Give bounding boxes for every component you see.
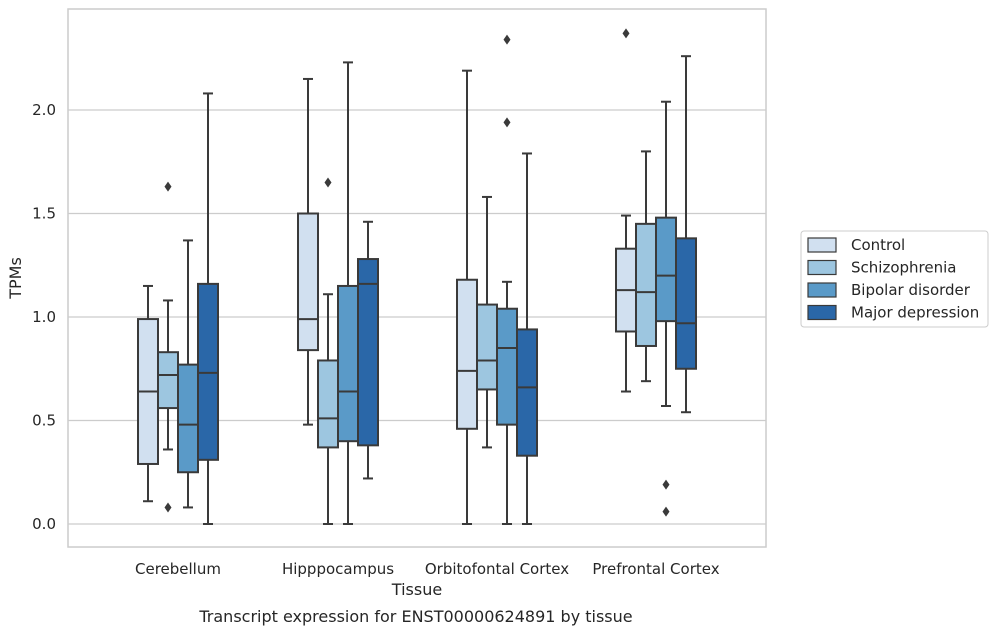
box-series — [137, 28, 697, 525]
box-body — [197, 282, 219, 461]
legend-frame — [800, 230, 989, 328]
box-body — [456, 278, 478, 430]
box-body — [317, 359, 339, 449]
box-0-2 — [456, 69, 478, 525]
y-tick-label: 0.5 — [32, 412, 56, 430]
box-1-3 — [635, 150, 657, 383]
legend-swatch — [807, 259, 837, 276]
outlier-point — [503, 117, 511, 128]
box-body — [476, 303, 498, 391]
y-tick-label: 2.0 — [32, 101, 56, 119]
legend: Control Schizophrenia Bipolar disorder Majo… — [800, 230, 989, 328]
y-tick-label: 1.5 — [32, 205, 56, 223]
y-axis-label: TPMs — [6, 257, 25, 300]
x-axis-label: Tissue — [391, 580, 442, 599]
box-2-0 — [177, 239, 199, 509]
box-body — [157, 351, 179, 410]
box-0-1 — [297, 77, 319, 426]
x-tick-label: Prefrontal Cortex — [592, 560, 719, 578]
box-0-3 — [615, 28, 637, 393]
outlier-point — [662, 479, 670, 490]
outlier-point — [164, 502, 172, 513]
y-tick-label: 1.0 — [32, 308, 56, 326]
outlier-point — [164, 181, 172, 192]
outlier-point — [662, 506, 670, 517]
box-body — [516, 328, 538, 457]
box-1-1 — [317, 177, 339, 525]
box-1-0 — [157, 181, 179, 513]
outlier-point — [622, 28, 630, 39]
box-body — [177, 363, 199, 474]
plot-frame — [67, 8, 767, 548]
box-body — [635, 222, 657, 347]
box-body — [655, 216, 677, 323]
box-2-3 — [655, 100, 677, 517]
box-body — [357, 258, 379, 447]
box-3-0 — [197, 92, 219, 525]
legend-swatch — [807, 237, 837, 253]
box-3-1 — [357, 220, 379, 480]
box-body — [675, 237, 697, 370]
box-2-2 — [496, 34, 518, 525]
legend-label: Schizophrenia — [851, 259, 956, 277]
box-3-3 — [675, 55, 697, 414]
figure-caption: Transcript expression for ENST0000062489… — [198, 607, 632, 626]
box-3-2 — [516, 152, 538, 525]
x-tick-label: Hipppocampus — [282, 560, 394, 578]
box-2-1 — [337, 61, 359, 525]
legend-label: Bipolar disorder — [851, 281, 971, 299]
box-body — [337, 284, 359, 443]
outlier-point — [324, 177, 332, 188]
legend-swatch — [807, 282, 837, 298]
legend-label: Control — [851, 236, 905, 254]
box-1-2 — [476, 195, 498, 449]
y-ticks: 0.0 0.5 1.0 1.5 2.0 — [32, 101, 56, 533]
x-tick-label: Cerebellum — [135, 560, 221, 578]
y-tick-label: 0.0 — [32, 515, 56, 533]
box-body — [297, 212, 319, 352]
box-body — [496, 307, 518, 426]
box-0-0 — [137, 284, 159, 503]
legend-label: Major depression — [851, 304, 979, 322]
outlier-point — [503, 34, 511, 45]
x-ticks: Cerebellum Hipppocampus Orbitofontal Corte… — [135, 560, 720, 578]
x-tick-label: Orbitofontal Cortex — [425, 560, 569, 578]
legend-swatch — [807, 304, 837, 321]
